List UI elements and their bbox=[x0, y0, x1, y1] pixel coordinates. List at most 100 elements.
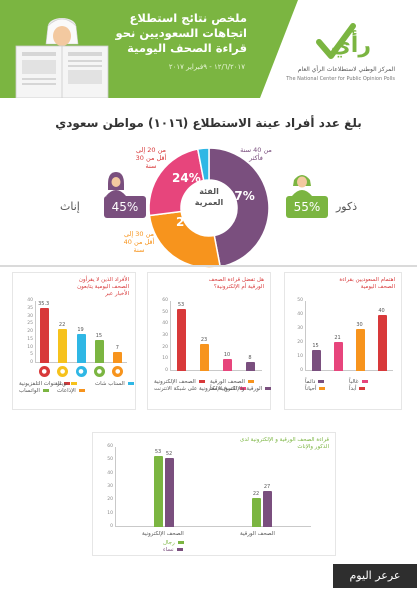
bar-value-label: 35.3 bbox=[38, 301, 50, 308]
bar-value-label: 40 bbox=[378, 308, 385, 314]
y-tick-label: 60 bbox=[107, 444, 113, 449]
category-legend: الصحف الإلكترونية bbox=[154, 379, 205, 385]
channel-icon: ● bbox=[93, 366, 105, 377]
age-40plus-label: من 40 سنة فأكثر bbox=[240, 146, 272, 162]
y-tick-label: 30 bbox=[107, 484, 113, 489]
y-tick-label: 50 bbox=[162, 309, 168, 315]
bar-value-label: 15 bbox=[312, 343, 319, 349]
bar-value-label: 7 bbox=[115, 345, 119, 352]
bar bbox=[311, 350, 321, 371]
bar bbox=[165, 457, 174, 527]
age-slice-3 bbox=[196, 147, 210, 182]
legend-text: رجال bbox=[163, 540, 175, 546]
y-tick-label: 10 bbox=[27, 344, 33, 350]
category-legend: أحياناً bbox=[305, 386, 326, 392]
newspaper-reader-icon bbox=[15, 18, 109, 98]
panel-title: اهتمام السعوديين بقراءة الصحف اليومية bbox=[339, 277, 395, 290]
legend-text: الواتساب bbox=[19, 388, 40, 394]
legend-text: الإذاعات bbox=[57, 388, 76, 394]
y-tick-label: 30 bbox=[297, 326, 303, 331]
y-tick-label: 20 bbox=[297, 340, 303, 345]
legend-text: غالباً bbox=[349, 379, 359, 385]
bar-value-label: 10 bbox=[223, 352, 231, 359]
legend-swatch bbox=[239, 387, 246, 390]
section-divider bbox=[0, 265, 417, 267]
panel-title: قراءة الصحف الورقية و الإلكترونية لدى ال… bbox=[240, 437, 329, 450]
legend-text: الصحف الورقية bbox=[210, 379, 245, 385]
chart-axis bbox=[115, 447, 311, 527]
category-label: الصحف الورقية bbox=[240, 531, 275, 537]
category-legend: القنوات التلفزيونية bbox=[19, 381, 70, 387]
y-tick-label: 30 bbox=[27, 313, 33, 319]
bar-value-label: 15 bbox=[95, 332, 103, 339]
bar bbox=[333, 341, 343, 371]
y-tick-label: 40 bbox=[27, 298, 33, 303]
channels-panel: الأفراد الذين لا يقرأون الصحف اليومية يت… bbox=[12, 272, 136, 410]
age-30-40-label: من 30 إلى أقل من 40 سنة bbox=[123, 230, 155, 254]
bar-value-label: 30 bbox=[356, 322, 363, 328]
y-tick-label: 5 bbox=[30, 352, 33, 358]
y-tick-label: 20 bbox=[107, 497, 113, 503]
male-icon bbox=[292, 175, 312, 196]
gender-format-panel: قراءة الصحف الورقية و الإلكترونية لدى ال… bbox=[92, 432, 336, 556]
bar bbox=[113, 352, 123, 363]
chart-axis bbox=[305, 301, 393, 371]
legend-swatch bbox=[176, 548, 183, 551]
series-legend: نساء bbox=[163, 547, 183, 553]
age-20-30-label: من 20 إلى أقل من 30 سنة bbox=[135, 146, 167, 170]
legend-text: السناب شات bbox=[95, 381, 125, 387]
y-tick-label: 35 bbox=[27, 305, 33, 311]
bar-value-label: 21 bbox=[334, 334, 341, 341]
format-panel: هل تفضل قراءة الصحف الورقية أم الإلكترون… bbox=[147, 272, 272, 410]
female-icon bbox=[106, 172, 126, 196]
bar bbox=[355, 329, 365, 371]
bar bbox=[246, 361, 255, 371]
y-tick-label: 40 bbox=[162, 321, 168, 327]
channel-icon: ● bbox=[112, 366, 124, 377]
survey-date: ١٢/٦/٢٠١٧ - ٩فبراير ٢٠١٧ bbox=[168, 63, 245, 71]
series-legend: رجال bbox=[163, 540, 184, 546]
bar-value-label: 22 bbox=[252, 490, 260, 497]
y-tick-label: 40 bbox=[107, 470, 113, 476]
frequency-panel: اهتمام السعوديين بقراءة الصحف اليومية 50 4… bbox=[284, 272, 402, 410]
legend-swatch bbox=[361, 380, 368, 383]
category-legend: غالباً bbox=[349, 379, 368, 385]
panel-title: الأفراد الذين لا يقرأون الصحف اليومية يت… bbox=[77, 277, 129, 297]
y-tick-label: 0 bbox=[110, 524, 113, 529]
y-tick-label: 30 bbox=[162, 333, 168, 338]
panel-title: هل تفضل قراءة الصحف الورقية أم الإلكترون… bbox=[208, 277, 264, 290]
age-20-30-value: 24% bbox=[172, 171, 201, 185]
legend-text: تويتر bbox=[57, 381, 68, 387]
y-tick-label: 0 bbox=[300, 368, 303, 373]
legend-swatch bbox=[247, 380, 254, 383]
bar bbox=[377, 315, 387, 371]
age-40plus-value: 47% bbox=[226, 189, 255, 203]
legend-swatch bbox=[127, 382, 134, 385]
legend-text: القنوات التلفزيونية bbox=[19, 381, 61, 387]
bar bbox=[39, 308, 49, 363]
legend-text: الورقية والإلكترونية معاً bbox=[210, 386, 263, 392]
legend-swatch bbox=[177, 541, 184, 544]
legend-text: أبداً bbox=[349, 386, 357, 392]
y-tick-label: 50 bbox=[297, 298, 303, 303]
bar bbox=[76, 333, 86, 363]
legend-swatch bbox=[42, 389, 49, 392]
bar bbox=[58, 328, 68, 363]
legend-swatch bbox=[78, 389, 85, 392]
y-tick-label: 0 bbox=[30, 360, 33, 365]
channel-icon: ● bbox=[38, 366, 50, 377]
legend-text: أحياناً bbox=[305, 386, 317, 392]
channel-icon: ● bbox=[57, 366, 69, 377]
legend-swatch bbox=[265, 387, 272, 390]
bar-value-label: 27 bbox=[263, 484, 271, 490]
legend-text: الصحف الإلكترونية bbox=[154, 379, 196, 385]
category-legend: الإذاعات bbox=[57, 388, 85, 394]
legend-swatch bbox=[198, 380, 205, 383]
bar-value-label: 23 bbox=[200, 337, 208, 344]
females-percent: 45% bbox=[104, 196, 146, 218]
logo-word: رأي bbox=[331, 29, 371, 58]
donut-hole bbox=[182, 181, 236, 235]
bar-value-label: 53 bbox=[154, 449, 162, 456]
y-tick-label: 15 bbox=[27, 336, 33, 342]
females-label: إناث bbox=[60, 200, 80, 213]
